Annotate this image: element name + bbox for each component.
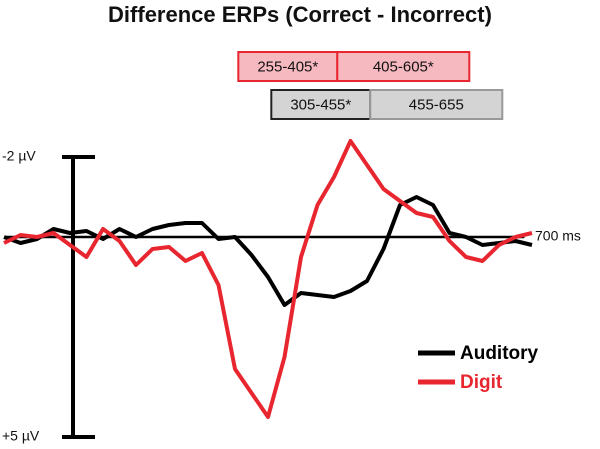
legend-label: Digit — [460, 372, 503, 393]
time-window — [336, 51, 471, 82]
time-window-label: 455-655 — [409, 96, 464, 113]
time-window-label: 305-455* — [290, 96, 351, 113]
time-window-label: 255-405* — [257, 58, 318, 75]
x-tick-label: 700 ms — [535, 228, 581, 244]
y-tick-label: -2 µV — [2, 148, 36, 164]
series-line — [3, 139, 533, 419]
y-tick-label: +5 µV — [2, 428, 40, 444]
legend-label: Auditory — [460, 343, 539, 364]
chart-title: Difference ERPs (Correct - Incorrect) — [108, 2, 492, 27]
time-window — [270, 89, 372, 120]
series-line — [3, 195, 533, 307]
time-window-label: 405-605* — [373, 58, 434, 75]
time-window — [369, 89, 504, 120]
